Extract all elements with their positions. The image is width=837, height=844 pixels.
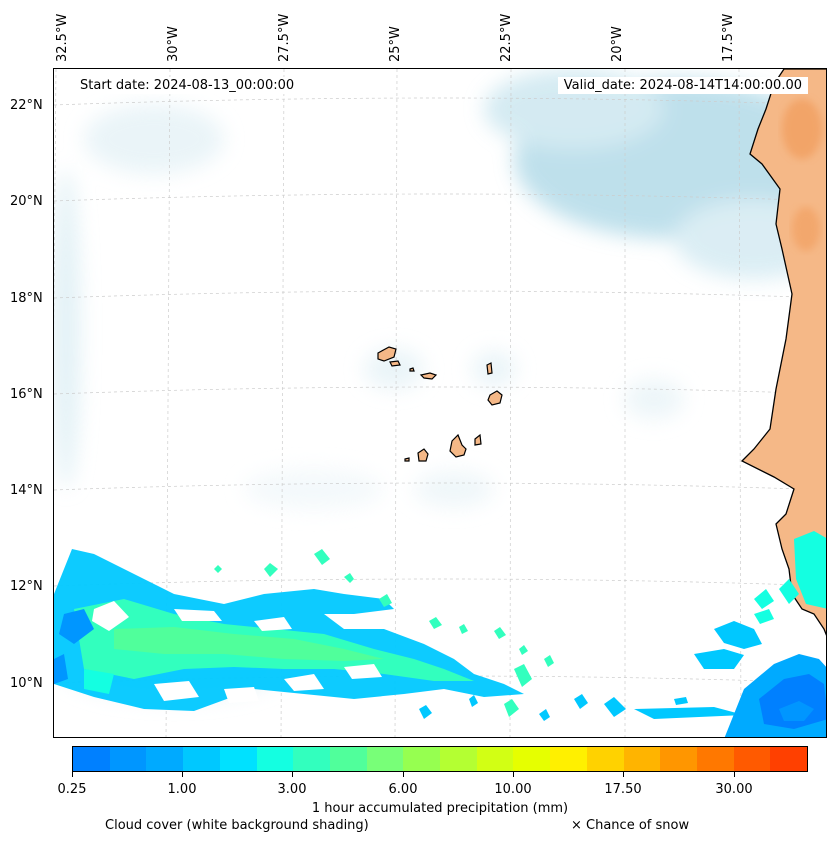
colorbar-tick-label: 6.00 bbox=[388, 782, 418, 797]
lon-label: 27.5°W bbox=[277, 13, 292, 62]
colorbar-tick-label: 0.25 bbox=[57, 782, 87, 797]
colorbar-tick bbox=[734, 772, 735, 777]
colorbar-segment bbox=[586, 747, 624, 771]
colorbar-tick bbox=[72, 772, 73, 777]
colorbar-segment bbox=[146, 747, 184, 771]
lat-label: 10°N bbox=[10, 676, 43, 691]
lat-label: 12°N bbox=[10, 579, 43, 594]
snow-legend: × Chance of snow bbox=[571, 818, 690, 833]
colorbar-segment bbox=[440, 747, 477, 771]
lon-label: 25°W bbox=[388, 26, 403, 62]
colorbar-segment bbox=[256, 747, 294, 771]
lat-label: 16°N bbox=[10, 387, 43, 402]
colorbar-segment bbox=[183, 747, 220, 771]
colorbar-segment bbox=[696, 747, 734, 771]
lon-label: 20°W bbox=[610, 26, 625, 62]
colorbar-segment bbox=[219, 747, 257, 771]
lon-label: 17.5°W bbox=[721, 13, 736, 62]
cloud-cover-legend: Cloud cover (white background shading) bbox=[105, 818, 369, 833]
lon-label: 22.5°W bbox=[499, 13, 514, 62]
lon-label: 32.5°W bbox=[55, 13, 70, 62]
colorbar-segment bbox=[109, 747, 147, 771]
start-date-label: Start date: 2024-08-13_00:00:00 bbox=[74, 77, 301, 94]
colorbar-segment bbox=[513, 747, 551, 771]
colorbar-tick bbox=[513, 772, 514, 777]
cape-verde-islands bbox=[377, 346, 503, 462]
colorbar-tick-label: 1.00 bbox=[167, 782, 197, 797]
lat-label: 14°N bbox=[10, 483, 43, 498]
colorbar-segment bbox=[366, 747, 404, 771]
colorbar-segment bbox=[293, 747, 330, 771]
colorbar-tick bbox=[623, 772, 624, 777]
precipitation-colorbar bbox=[72, 746, 808, 772]
colorbar-segment bbox=[660, 747, 697, 771]
colorbar-tick-label: 17.50 bbox=[604, 782, 642, 797]
colorbar-tick-label: 3.00 bbox=[277, 782, 307, 797]
lon-label: 30°W bbox=[166, 26, 181, 62]
valid-date-label: Valid_date: 2024-08-14T14:00:00.00 bbox=[557, 77, 808, 94]
map-canvas: Start date: 2024-08-13_00:00:00 Valid_da… bbox=[54, 69, 826, 737]
colorbar-tick-label: 10.00 bbox=[494, 782, 532, 797]
colorbar-title: 1 hour accumulated precipitation (mm) bbox=[311, 801, 569, 816]
lat-label: 20°N bbox=[10, 194, 43, 209]
colorbar-tick bbox=[292, 772, 293, 777]
colorbar-segment bbox=[403, 747, 441, 771]
colorbar-segment bbox=[550, 747, 587, 771]
colorbar-segment bbox=[733, 747, 771, 771]
colorbar-segment bbox=[623, 747, 661, 771]
colorbar-tick-label: 30.00 bbox=[715, 782, 753, 797]
colorbar-tick bbox=[182, 772, 183, 777]
lat-label: 22°N bbox=[10, 98, 43, 113]
colorbar-segment bbox=[73, 747, 110, 771]
africa-coast bbox=[740, 69, 826, 636]
colorbar-segment bbox=[329, 747, 367, 771]
precipitation-field bbox=[54, 531, 826, 737]
lat-label: 18°N bbox=[10, 291, 43, 306]
colorbar-segment bbox=[770, 747, 808, 771]
map-area[interactable]: Start date: 2024-08-13_00:00:00 Valid_da… bbox=[53, 68, 827, 738]
colorbar-segment bbox=[476, 747, 514, 771]
colorbar-tick bbox=[403, 772, 404, 777]
